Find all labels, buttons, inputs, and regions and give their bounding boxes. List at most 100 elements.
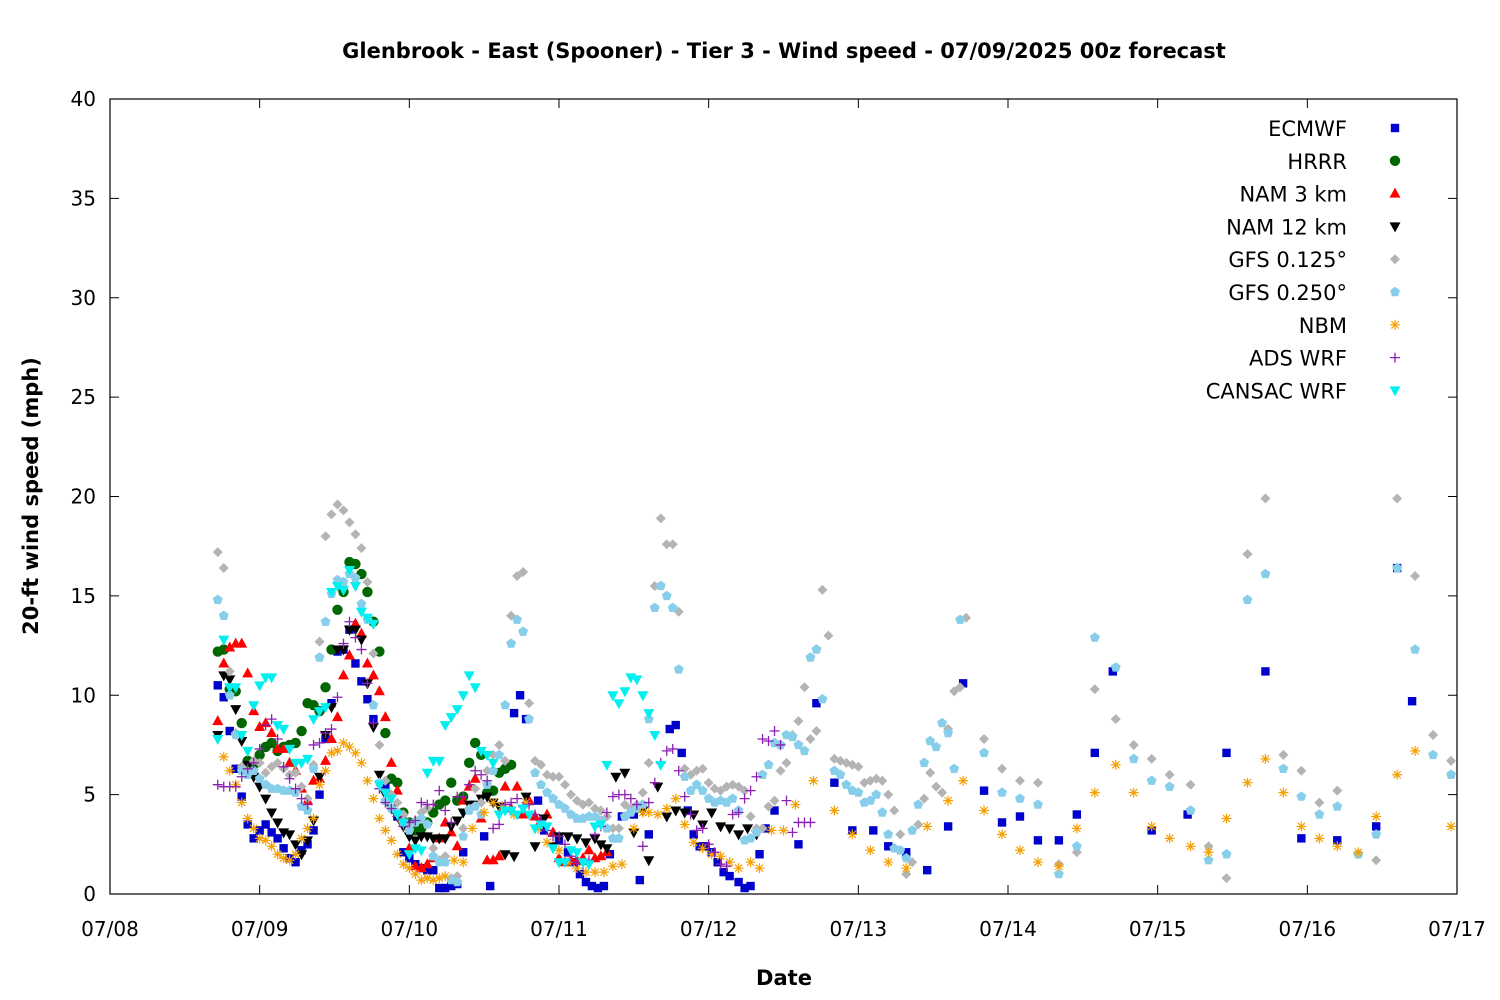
data-point: [464, 757, 475, 769]
data-point: [368, 648, 379, 659]
data-point: [302, 805, 313, 815]
y-tick-label: 20: [71, 485, 96, 509]
data-point: [670, 806, 682, 817]
data-point: [925, 735, 936, 746]
data-point: [517, 804, 529, 815]
data-point: [679, 808, 691, 819]
data-point: [742, 824, 754, 835]
data-point: [469, 737, 481, 749]
data-point: [212, 715, 224, 726]
data-point: [853, 761, 864, 772]
legend-marker: [1390, 123, 1400, 133]
data-point: [1242, 777, 1253, 788]
data-point: [343, 649, 355, 660]
data-point: [236, 736, 248, 747]
data-point: [1332, 785, 1343, 796]
legend-marker: [1389, 187, 1401, 198]
data-point: [697, 763, 708, 774]
data-point: [499, 850, 511, 861]
data-point: [260, 767, 271, 778]
data-point: [1090, 748, 1100, 758]
data-point: [218, 751, 229, 762]
data-point: [440, 871, 451, 882]
data-point: [499, 780, 511, 791]
data-point: [805, 733, 816, 744]
data-point: [877, 775, 888, 786]
data-point: [290, 767, 301, 778]
data-point: [421, 858, 433, 869]
data-point: [533, 796, 543, 805]
data-point: [237, 792, 246, 801]
data-point: [943, 795, 954, 806]
data-point: [769, 726, 780, 737]
data-point: [320, 728, 331, 739]
data-point: [290, 849, 301, 860]
data-point: [331, 581, 343, 592]
data-point: [811, 726, 822, 737]
data-point: [326, 587, 338, 598]
data-point: [524, 698, 535, 709]
data-point: [1221, 849, 1232, 859]
chart-title: Glenbrook - East (Spooner) - Tier 3 - Wi…: [342, 39, 1226, 63]
data-point: [1428, 749, 1438, 760]
data-point: [511, 780, 523, 791]
data-point: [649, 731, 661, 741]
data-point: [1296, 765, 1307, 776]
data-point: [739, 793, 750, 804]
data-point: [853, 787, 864, 797]
data-point: [661, 539, 672, 550]
x-axis-label: Date: [756, 966, 812, 990]
data-point: [1410, 571, 1421, 581]
data-point: [793, 739, 804, 750]
data-point: [230, 781, 241, 792]
data-point: [652, 782, 664, 793]
data-point: [958, 679, 968, 688]
data-point: [361, 613, 373, 624]
data-point: [979, 805, 990, 816]
data-point: [362, 586, 373, 598]
data-point: [296, 758, 308, 769]
data-point: [1054, 836, 1064, 845]
data-point: [931, 741, 942, 752]
data-point: [575, 869, 585, 879]
data-point: [266, 841, 277, 852]
data-point: [883, 789, 894, 800]
data-point: [607, 861, 618, 872]
data-point: [559, 839, 570, 850]
data-point: [529, 842, 541, 853]
data-point: [332, 692, 343, 703]
data-point: [379, 711, 391, 722]
y-tick-label: 0: [83, 882, 96, 906]
data-point: [580, 838, 592, 849]
data-point: [563, 848, 573, 857]
data-point: [452, 876, 463, 887]
data-point: [236, 731, 248, 741]
data-point: [739, 785, 750, 796]
x-tick-label: 07/12: [680, 917, 738, 941]
data-point: [697, 843, 708, 854]
data-point: [562, 832, 574, 843]
data-point: [362, 576, 373, 587]
data-point: [254, 749, 265, 761]
data-point: [296, 833, 307, 844]
data-point: [428, 799, 439, 810]
data-point: [895, 829, 906, 840]
data-point: [428, 843, 439, 854]
data-point: [1032, 857, 1043, 868]
data-point: [315, 790, 324, 799]
data-point: [793, 716, 804, 727]
data-point: [218, 644, 229, 655]
x-tick-label: 07/10: [381, 917, 439, 941]
data-point: [740, 883, 749, 893]
data-point: [559, 858, 571, 869]
data-point: [601, 844, 613, 855]
data-point: [631, 675, 643, 686]
data-point: [428, 875, 439, 886]
data-point: [243, 820, 252, 829]
data-point: [470, 801, 481, 811]
data-point: [487, 854, 499, 865]
data-point: [248, 765, 259, 775]
data-point: [583, 797, 594, 808]
data-point: [733, 863, 744, 874]
data-point: [278, 853, 289, 864]
